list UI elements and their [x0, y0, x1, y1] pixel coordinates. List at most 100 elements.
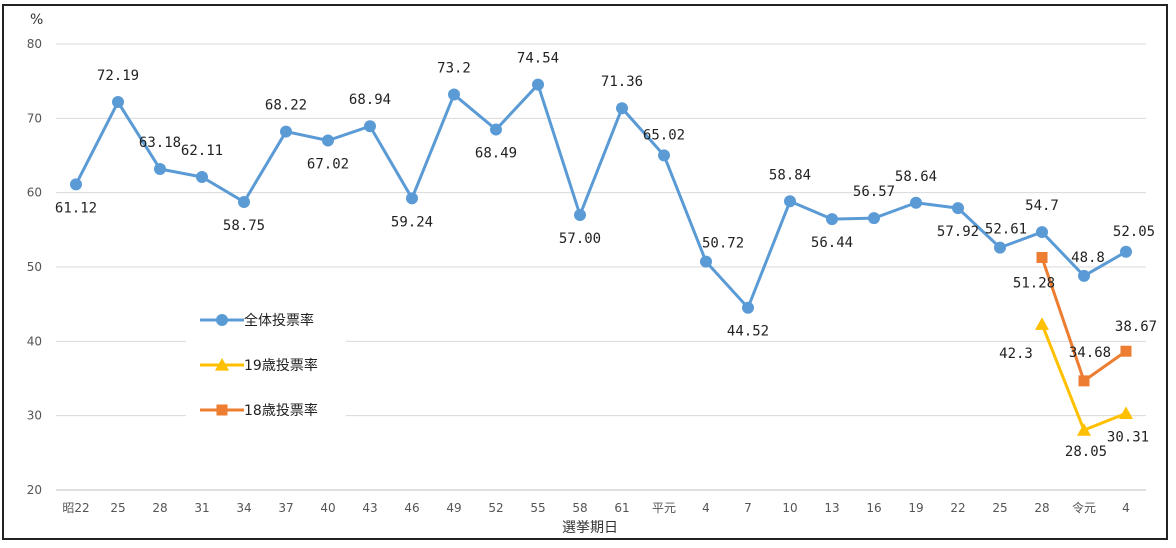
data-label: 65.02 [643, 127, 685, 143]
data-point [1035, 317, 1049, 330]
data-label: 42.3 [999, 346, 1033, 362]
data-point [826, 213, 838, 226]
y-tick-labels: 20 30 40 50 60 70 80 [27, 37, 42, 497]
data-point [1119, 406, 1133, 419]
x-tick-label: 61 [614, 501, 629, 515]
x-tick-label: 31 [194, 501, 209, 515]
x-tick-label: 25 [992, 501, 1007, 515]
x-tick-label: 10 [782, 501, 797, 515]
data-label: 48.8 [1071, 250, 1105, 266]
x-tick-label: 58 [572, 501, 587, 515]
x-tick-label: 55 [530, 501, 545, 515]
data-label: 74.54 [517, 51, 559, 67]
data-label: 57.00 [559, 231, 601, 247]
data-label: 68.94 [349, 92, 391, 108]
series-line [74, 83, 1127, 310]
data-point [70, 178, 82, 191]
data-point [658, 149, 670, 162]
data-point [1120, 345, 1132, 357]
data-point [910, 196, 922, 209]
data-label: 68.49 [475, 146, 517, 162]
data-point [1036, 226, 1048, 239]
data-label: 56.44 [811, 235, 853, 251]
data-point [952, 202, 964, 215]
data-label: 71.36 [601, 74, 643, 90]
data-point [868, 212, 880, 225]
x-tick-label: 4 [702, 501, 710, 515]
data-point [616, 102, 628, 115]
data-label: 68.22 [265, 98, 307, 114]
y-tick-label: 80 [27, 37, 42, 51]
legend-label: 19歳投票率 [244, 357, 318, 374]
data-point [784, 195, 796, 208]
data-label: 54.7 [1025, 198, 1059, 214]
x-tick-label: 16 [866, 501, 881, 515]
y-tick-label: 20 [27, 483, 42, 497]
data-label: 58.84 [769, 167, 811, 183]
data-point [700, 255, 712, 268]
data-label: 56.57 [853, 184, 895, 200]
data-point [574, 208, 586, 221]
data-label: 67.02 [307, 156, 349, 172]
series-group [70, 78, 1133, 436]
data-label: 58.75 [223, 218, 265, 234]
legend-marker [216, 404, 228, 416]
data-point [1078, 269, 1090, 282]
x-axis-label: 選挙期日 [562, 520, 618, 536]
data-label: 50.72 [702, 236, 744, 252]
x-tick-label: 43 [362, 501, 377, 515]
data-point [1120, 245, 1132, 258]
data-point [406, 192, 418, 205]
x-tick-label: 13 [824, 501, 839, 515]
data-label: 61.12 [55, 200, 97, 216]
data-label: 72.19 [97, 68, 139, 84]
x-tick-label: 34 [236, 501, 251, 515]
data-label: 52.05 [1113, 224, 1155, 240]
data-label: 58.64 [895, 169, 937, 185]
legend-label: 全体投票率 [244, 312, 314, 329]
data-point [364, 120, 376, 133]
data-label: 30.31 [1107, 429, 1149, 445]
data-label: 73.2 [437, 61, 471, 77]
y-tick-label: 40 [27, 334, 42, 348]
x-tick-label: 22 [950, 501, 965, 515]
data-label: 63.18 [139, 135, 181, 151]
chart-frame [2, 4, 1168, 540]
x-tick-labels: 昭22 25 28 31 34 37 40 43 46 49 52 55 58 61 平元 4 7 10 13 16 1… [62, 500, 1129, 515]
data-point [112, 96, 124, 109]
data-point [490, 123, 502, 136]
data-label: 34.68 [1069, 345, 1111, 361]
x-tick-label: 49 [446, 501, 461, 515]
legend-label: 18歳投票率 [244, 402, 318, 419]
x-tick-label: 7 [744, 501, 752, 515]
y-tick-label: 30 [27, 409, 42, 423]
data-point [532, 78, 544, 91]
data-point [1036, 251, 1048, 263]
y-tick-label: 70 [27, 111, 42, 125]
data-point [742, 301, 754, 314]
x-tick-label: 46 [404, 501, 419, 515]
x-tick-label: 令元 [1072, 500, 1096, 515]
data-label: 62.11 [181, 143, 223, 159]
data-point [196, 170, 208, 183]
x-tick-label: 4 [1122, 501, 1130, 515]
legend-marker [216, 314, 228, 326]
x-tick-label: 19 [908, 501, 923, 515]
legend-marker [215, 358, 229, 371]
data-label: 52.61 [985, 222, 1027, 238]
x-tick-label: 平元 [652, 501, 676, 515]
data-label: 38.67 [1115, 319, 1157, 335]
y-axis-label: % [30, 12, 43, 28]
data-label: 57.92 [937, 224, 979, 240]
x-tick-label: 25 [110, 501, 125, 515]
legend: 全体投票率 19歳投票率 18歳投票率 [186, 300, 346, 430]
data-point [1077, 423, 1091, 436]
x-tick-label: 昭22 [62, 501, 89, 515]
y-tick-label: 50 [27, 260, 42, 274]
x-tick-label: 28 [1034, 501, 1049, 515]
data-label: 44.52 [727, 324, 769, 340]
data-label: 51.28 [1013, 275, 1055, 291]
data-label: 28.05 [1065, 444, 1107, 460]
data-point [448, 88, 460, 101]
